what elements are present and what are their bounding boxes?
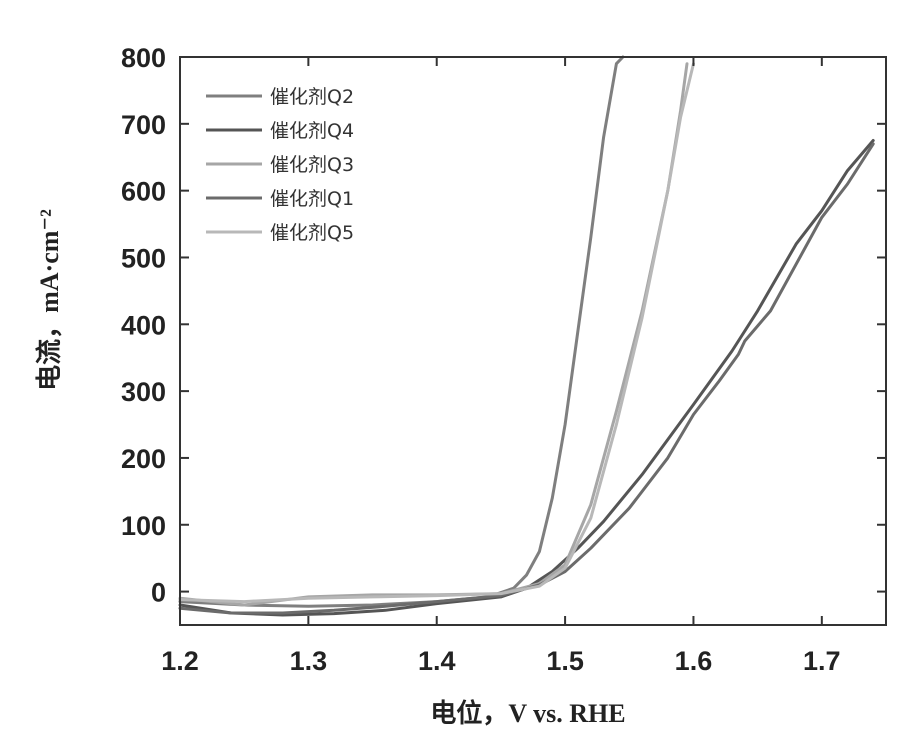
x-axis-title: 电位，V vs. RHE [430,698,625,728]
y-tick-label: 200 [121,444,166,474]
y-tick-label: 400 [121,310,166,340]
x-tick-label: 1.7 [803,646,841,676]
y-tick-label: 0 [151,578,166,608]
legend-label-3: 催化剂Q3 [270,154,354,176]
y-tick-label: 700 [121,110,166,140]
y-tick-label: 500 [121,243,166,273]
x-tick-label: 1.4 [418,646,456,676]
y-axis-title: 电流，mA·cm⁻² [35,209,64,391]
legend-label-1: 催化剂Q2 [270,86,354,108]
legend-label-4: 催化剂Q1 [270,188,354,210]
y-tick-label: 300 [121,377,166,407]
legend-label-5: 催化剂Q5 [270,222,354,244]
legend-label-2: 催化剂Q4 [270,120,354,142]
y-tick-label: 100 [121,511,166,541]
x-tick-label: 1.3 [290,646,328,676]
x-tick-label: 1.5 [546,646,584,676]
x-tick-label: 1.2 [161,646,199,676]
x-tick-label: 1.6 [675,646,713,676]
y-tick-label: 600 [121,177,166,207]
y-tick-label: 800 [121,43,166,73]
